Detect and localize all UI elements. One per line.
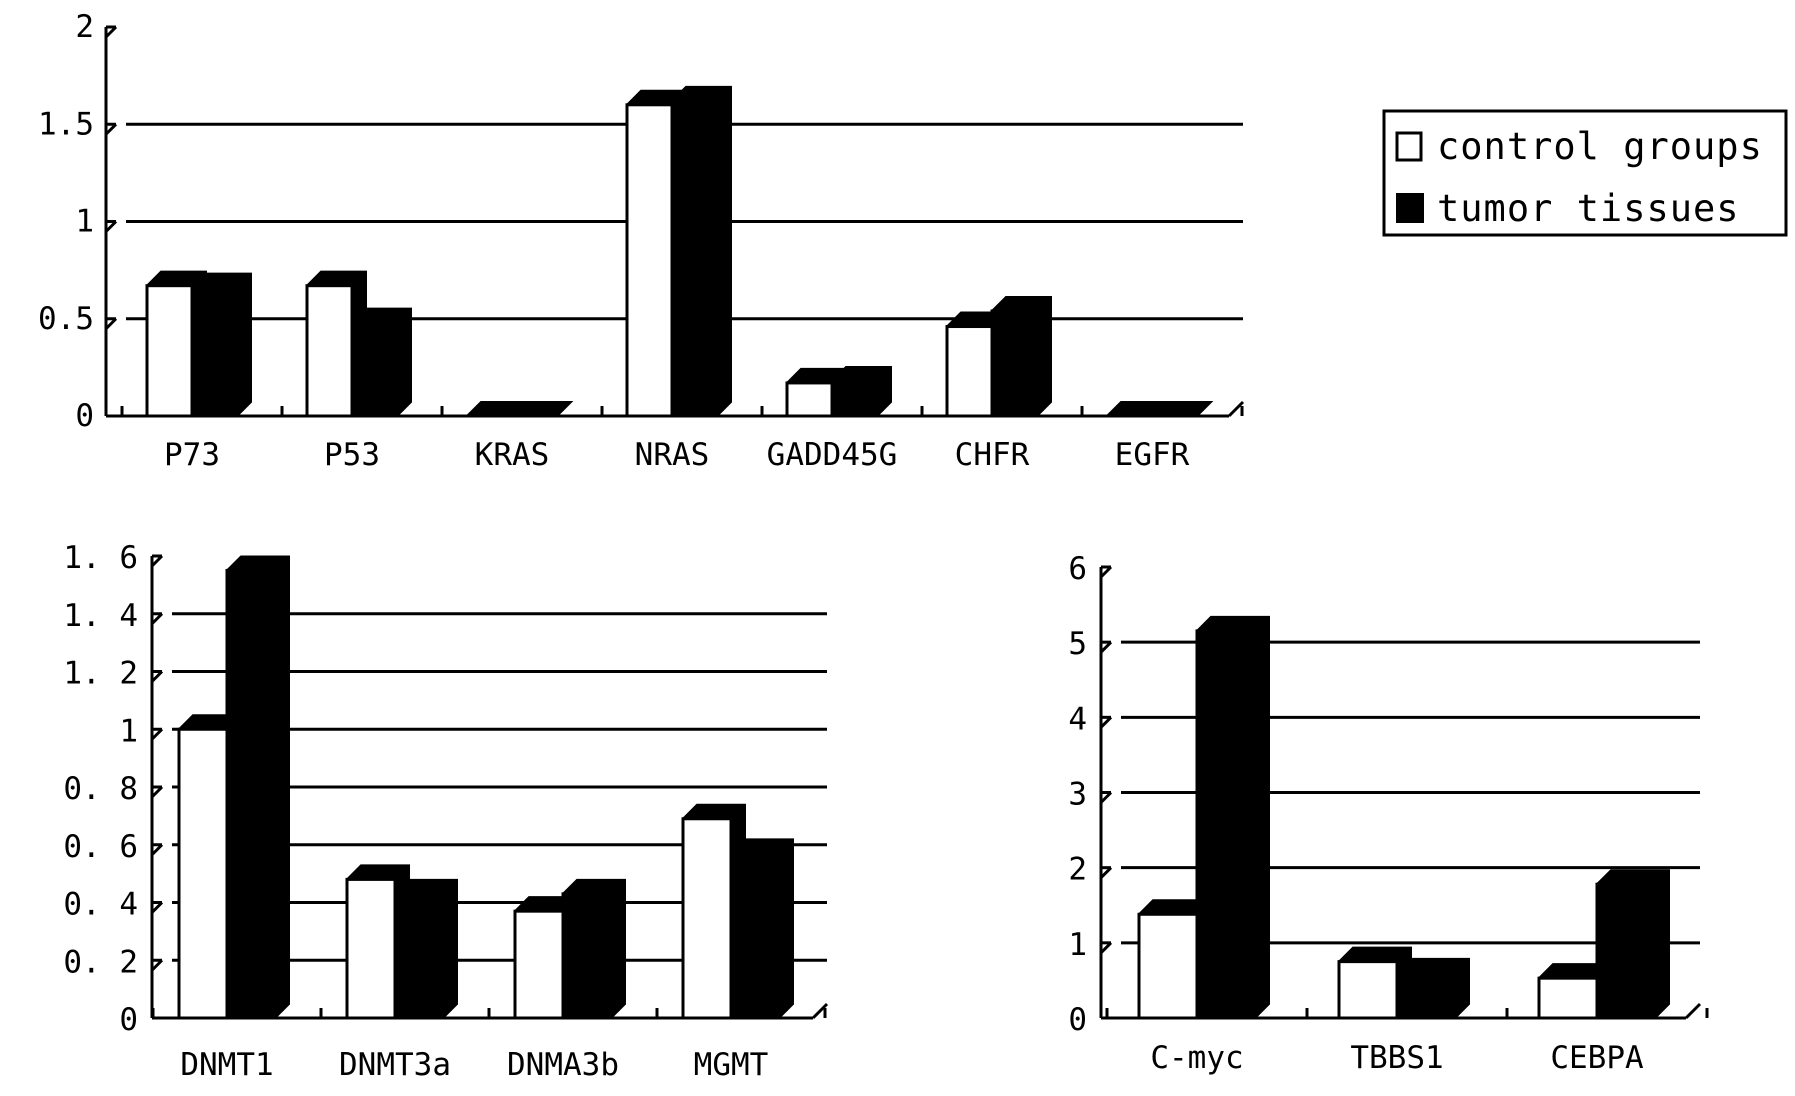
y-tick-depth xyxy=(1099,866,1113,879)
x-tick-label-chfr: CHFR xyxy=(955,437,1030,473)
bar-control-gadd45g xyxy=(785,381,834,418)
bar-control-chfr xyxy=(945,325,994,418)
bar-control-p73 xyxy=(145,284,194,418)
y-tick-depth xyxy=(150,670,164,683)
y-tick-depth xyxy=(150,728,164,741)
y-tick-depth xyxy=(150,785,164,799)
y-tick-label: 0. 6 xyxy=(63,829,138,865)
bar-control-dnma3b xyxy=(513,909,565,1020)
y-tick-label: 3 xyxy=(1068,777,1087,813)
legend-box xyxy=(1382,109,1788,237)
y-tick-label: 2 xyxy=(75,9,94,45)
y-tick-label: 4 xyxy=(1068,701,1087,737)
y-tick-depth xyxy=(150,612,164,625)
x-tick-label-dnmt3a: DNMT3a xyxy=(339,1047,451,1083)
y-tick-depth xyxy=(104,123,118,136)
x-axis-depth xyxy=(811,1002,829,1020)
bar-control-dnmt1 xyxy=(177,727,229,1020)
y-tick-label: 1. 4 xyxy=(63,598,138,634)
x-axis-depth xyxy=(1227,400,1245,418)
y-tick-depth xyxy=(150,843,164,856)
y-tick-depth xyxy=(1099,941,1113,954)
legend-swatch-control xyxy=(1395,131,1423,162)
y-tick-label: 1 xyxy=(119,713,138,749)
y-tick-label: 1. 2 xyxy=(63,656,138,692)
x-tick-label-p73: P73 xyxy=(164,437,220,473)
bar-control-p53 xyxy=(305,284,354,418)
x-tick-label-cebpa: CEBPA xyxy=(1550,1040,1644,1076)
y-tick-label: 0. 8 xyxy=(63,771,138,807)
legend-swatch-tumor xyxy=(1396,193,1424,223)
x-tick-label-tbbs1: TBBS1 xyxy=(1350,1040,1443,1076)
y-tick-label: 0 xyxy=(75,398,94,434)
y-tick-depth xyxy=(150,901,164,914)
y-tick-label: 1 xyxy=(1068,927,1087,963)
x-tick-label-kras: KRAS xyxy=(475,437,550,473)
x-tick-label-gadd45g: GADD45G xyxy=(767,437,898,473)
y-tick-label: 0 xyxy=(1068,1002,1087,1038)
y-tick-depth xyxy=(150,959,164,972)
x-tick-label-c-myc: C-myc xyxy=(1150,1040,1243,1076)
x-tick-label-egfr: EGFR xyxy=(1115,437,1190,473)
y-tick-label: 0.5 xyxy=(38,301,94,337)
x-tick-label-dnmt1: DNMT1 xyxy=(180,1047,273,1083)
y-tick-depth xyxy=(104,220,118,233)
legend: control groups tumor tissues xyxy=(1382,109,1788,237)
x-tick-label-p53: P53 xyxy=(324,437,380,473)
y-tick-label: 2 xyxy=(1068,852,1087,888)
y-tick-depth xyxy=(104,317,118,330)
legend-label-tumor: tumor tissues xyxy=(1437,187,1740,230)
bar-control-mgmt xyxy=(681,817,733,1020)
gene-chart-top: 0 0.5 1 1.5 2 P73 P53 KRAS NRAS GADD45G CHFR EGFR xyxy=(38,9,1245,473)
oncogene-chart-bottom-right: 0 1 2 3 4 5 6 C-myc TBBS1 CEBPA xyxy=(1068,551,1709,1076)
legend-label-control: control groups xyxy=(1437,125,1763,168)
y-tick-label: 0. 4 xyxy=(63,887,138,923)
x-axis-depth xyxy=(1684,1002,1702,1020)
y-tick-label: 5 xyxy=(1068,626,1087,662)
y-tick-label: 1 xyxy=(75,204,94,240)
y-tick-depth xyxy=(1099,791,1113,804)
y-tick-label: 1. 6 xyxy=(63,540,138,576)
bar-control-dnmt3a xyxy=(345,877,397,1020)
y-tick-depth xyxy=(104,25,118,39)
y-tick-label: 0. 2 xyxy=(63,944,138,980)
bar-control-c-myc xyxy=(1137,912,1199,1020)
y-tick-depth xyxy=(1099,716,1113,729)
bar-control-nras xyxy=(625,103,674,418)
bar-control-tbbs1 xyxy=(1337,960,1399,1020)
y-tick-label: 6 xyxy=(1068,551,1087,587)
dnmt-chart-bottom-left: 0 0. 2 0. 4 0. 6 0. 8 1 1. 2 1. 4 1. 6 DNMT1 DNMT3… xyxy=(63,540,829,1083)
x-tick-label-dnma3b: DNMA3b xyxy=(507,1047,619,1083)
x-tick-label-nras: NRAS xyxy=(635,437,710,473)
y-tick-label: 0 xyxy=(119,1002,138,1038)
y-tick-label: 1.5 xyxy=(38,106,94,142)
y-tick-depth xyxy=(1099,565,1113,579)
y-tick-depth xyxy=(150,554,164,568)
bar-control-cebpa xyxy=(1537,976,1599,1020)
x-tick-label-mgmt: MGMT xyxy=(694,1047,769,1083)
y-tick-depth xyxy=(1099,641,1113,654)
